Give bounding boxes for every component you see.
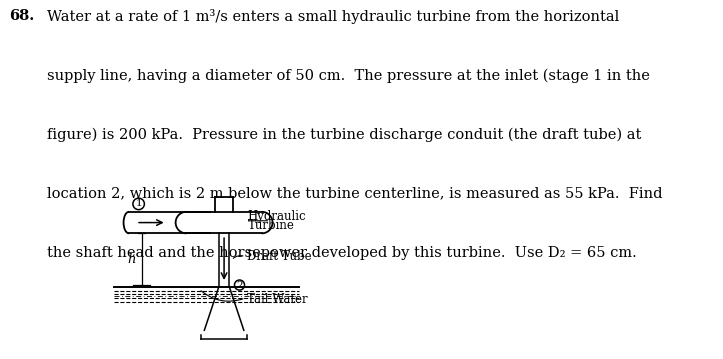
Text: Tail Water: Tail Water — [247, 293, 308, 306]
Text: Hydraulic: Hydraulic — [247, 210, 306, 223]
Text: 1: 1 — [135, 199, 142, 209]
Text: 2: 2 — [236, 280, 243, 290]
Text: Water at a rate of 1 m³/s enters a small hydraulic turbine from the horizontal: Water at a rate of 1 m³/s enters a small… — [47, 9, 619, 24]
Text: location 2, which is 2 m below the turbine centerline, is measured as 55 kPa.  F: location 2, which is 2 m below the turbi… — [47, 187, 662, 201]
Text: h: h — [127, 253, 136, 266]
Text: Draft Tube: Draft Tube — [247, 250, 312, 263]
Text: supply line, having a diameter of 50 cm.  The pressure at the inlet (stage 1 in : supply line, having a diameter of 50 cm.… — [47, 68, 650, 83]
Text: 68.: 68. — [9, 9, 34, 23]
Text: Turbine: Turbine — [247, 219, 294, 232]
Text: figure) is 200 kPa.  Pressure in the turbine discharge conduit (the draft tube) : figure) is 200 kPa. Pressure in the turb… — [47, 127, 641, 142]
Text: the shaft head and the horsepower developed by this turbine.  Use D₂ = 65 cm.: the shaft head and the horsepower develo… — [47, 246, 637, 260]
